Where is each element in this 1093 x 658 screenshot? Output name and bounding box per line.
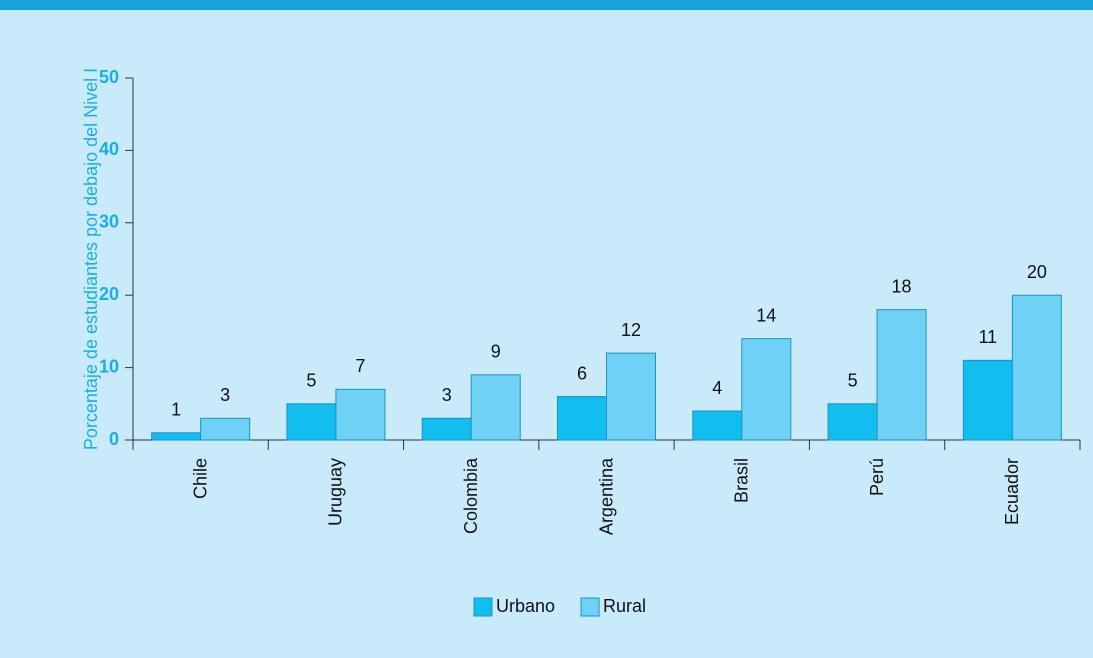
- legend-label: Rural: [603, 596, 646, 616]
- x-tick-label: Chile: [190, 458, 210, 499]
- value-label: 3: [220, 385, 230, 405]
- y-tick-label: 10: [99, 356, 119, 376]
- value-label: 6: [577, 363, 587, 383]
- value-label: 9: [491, 342, 501, 362]
- bar: [827, 403, 878, 441]
- y-axis-label: Porcentaje de estudiantes por debajo del…: [81, 68, 101, 450]
- value-label: 3: [442, 385, 452, 405]
- value-label: 18: [892, 276, 912, 296]
- bar: [606, 352, 656, 441]
- x-tick-label: Argentina: [596, 457, 616, 535]
- bar: [876, 309, 927, 441]
- y-tick-label: 0: [109, 429, 119, 449]
- value-label: 12: [621, 320, 641, 340]
- bar: [741, 338, 792, 441]
- legend-swatch: [580, 597, 600, 617]
- value-label: 20: [1027, 262, 1047, 282]
- x-tick-label: Uruguay: [326, 458, 346, 526]
- y-tick-label: 40: [99, 139, 119, 159]
- bar: [200, 417, 251, 441]
- value-label: 5: [306, 371, 316, 391]
- bar: [470, 374, 521, 441]
- value-label: 7: [355, 356, 365, 376]
- bar: [421, 417, 472, 441]
- top-strip: [0, 0, 1093, 10]
- value-label: 11: [979, 327, 998, 347]
- bar: [962, 359, 1013, 441]
- bar: [151, 432, 202, 441]
- value-label: 4: [712, 378, 722, 398]
- bar: [557, 396, 607, 441]
- bar: [335, 388, 386, 441]
- y-tick-label: 20: [99, 284, 119, 304]
- bar: [692, 410, 743, 441]
- value-label: 5: [848, 371, 858, 391]
- x-tick-label: Ecuador: [1002, 458, 1022, 525]
- y-tick-label: 50: [99, 67, 119, 87]
- legend-swatch: [473, 597, 493, 617]
- bar: [286, 403, 337, 441]
- bar: [1011, 294, 1062, 441]
- y-tick-label: 30: [99, 212, 119, 232]
- x-tick-label: Colombia: [461, 457, 481, 534]
- x-tick-label: Perú: [867, 458, 887, 496]
- value-label: 14: [756, 305, 776, 325]
- value-label: 1: [171, 400, 181, 420]
- legend-label: Urbano: [496, 596, 555, 616]
- x-tick-label: Brasil: [732, 458, 752, 503]
